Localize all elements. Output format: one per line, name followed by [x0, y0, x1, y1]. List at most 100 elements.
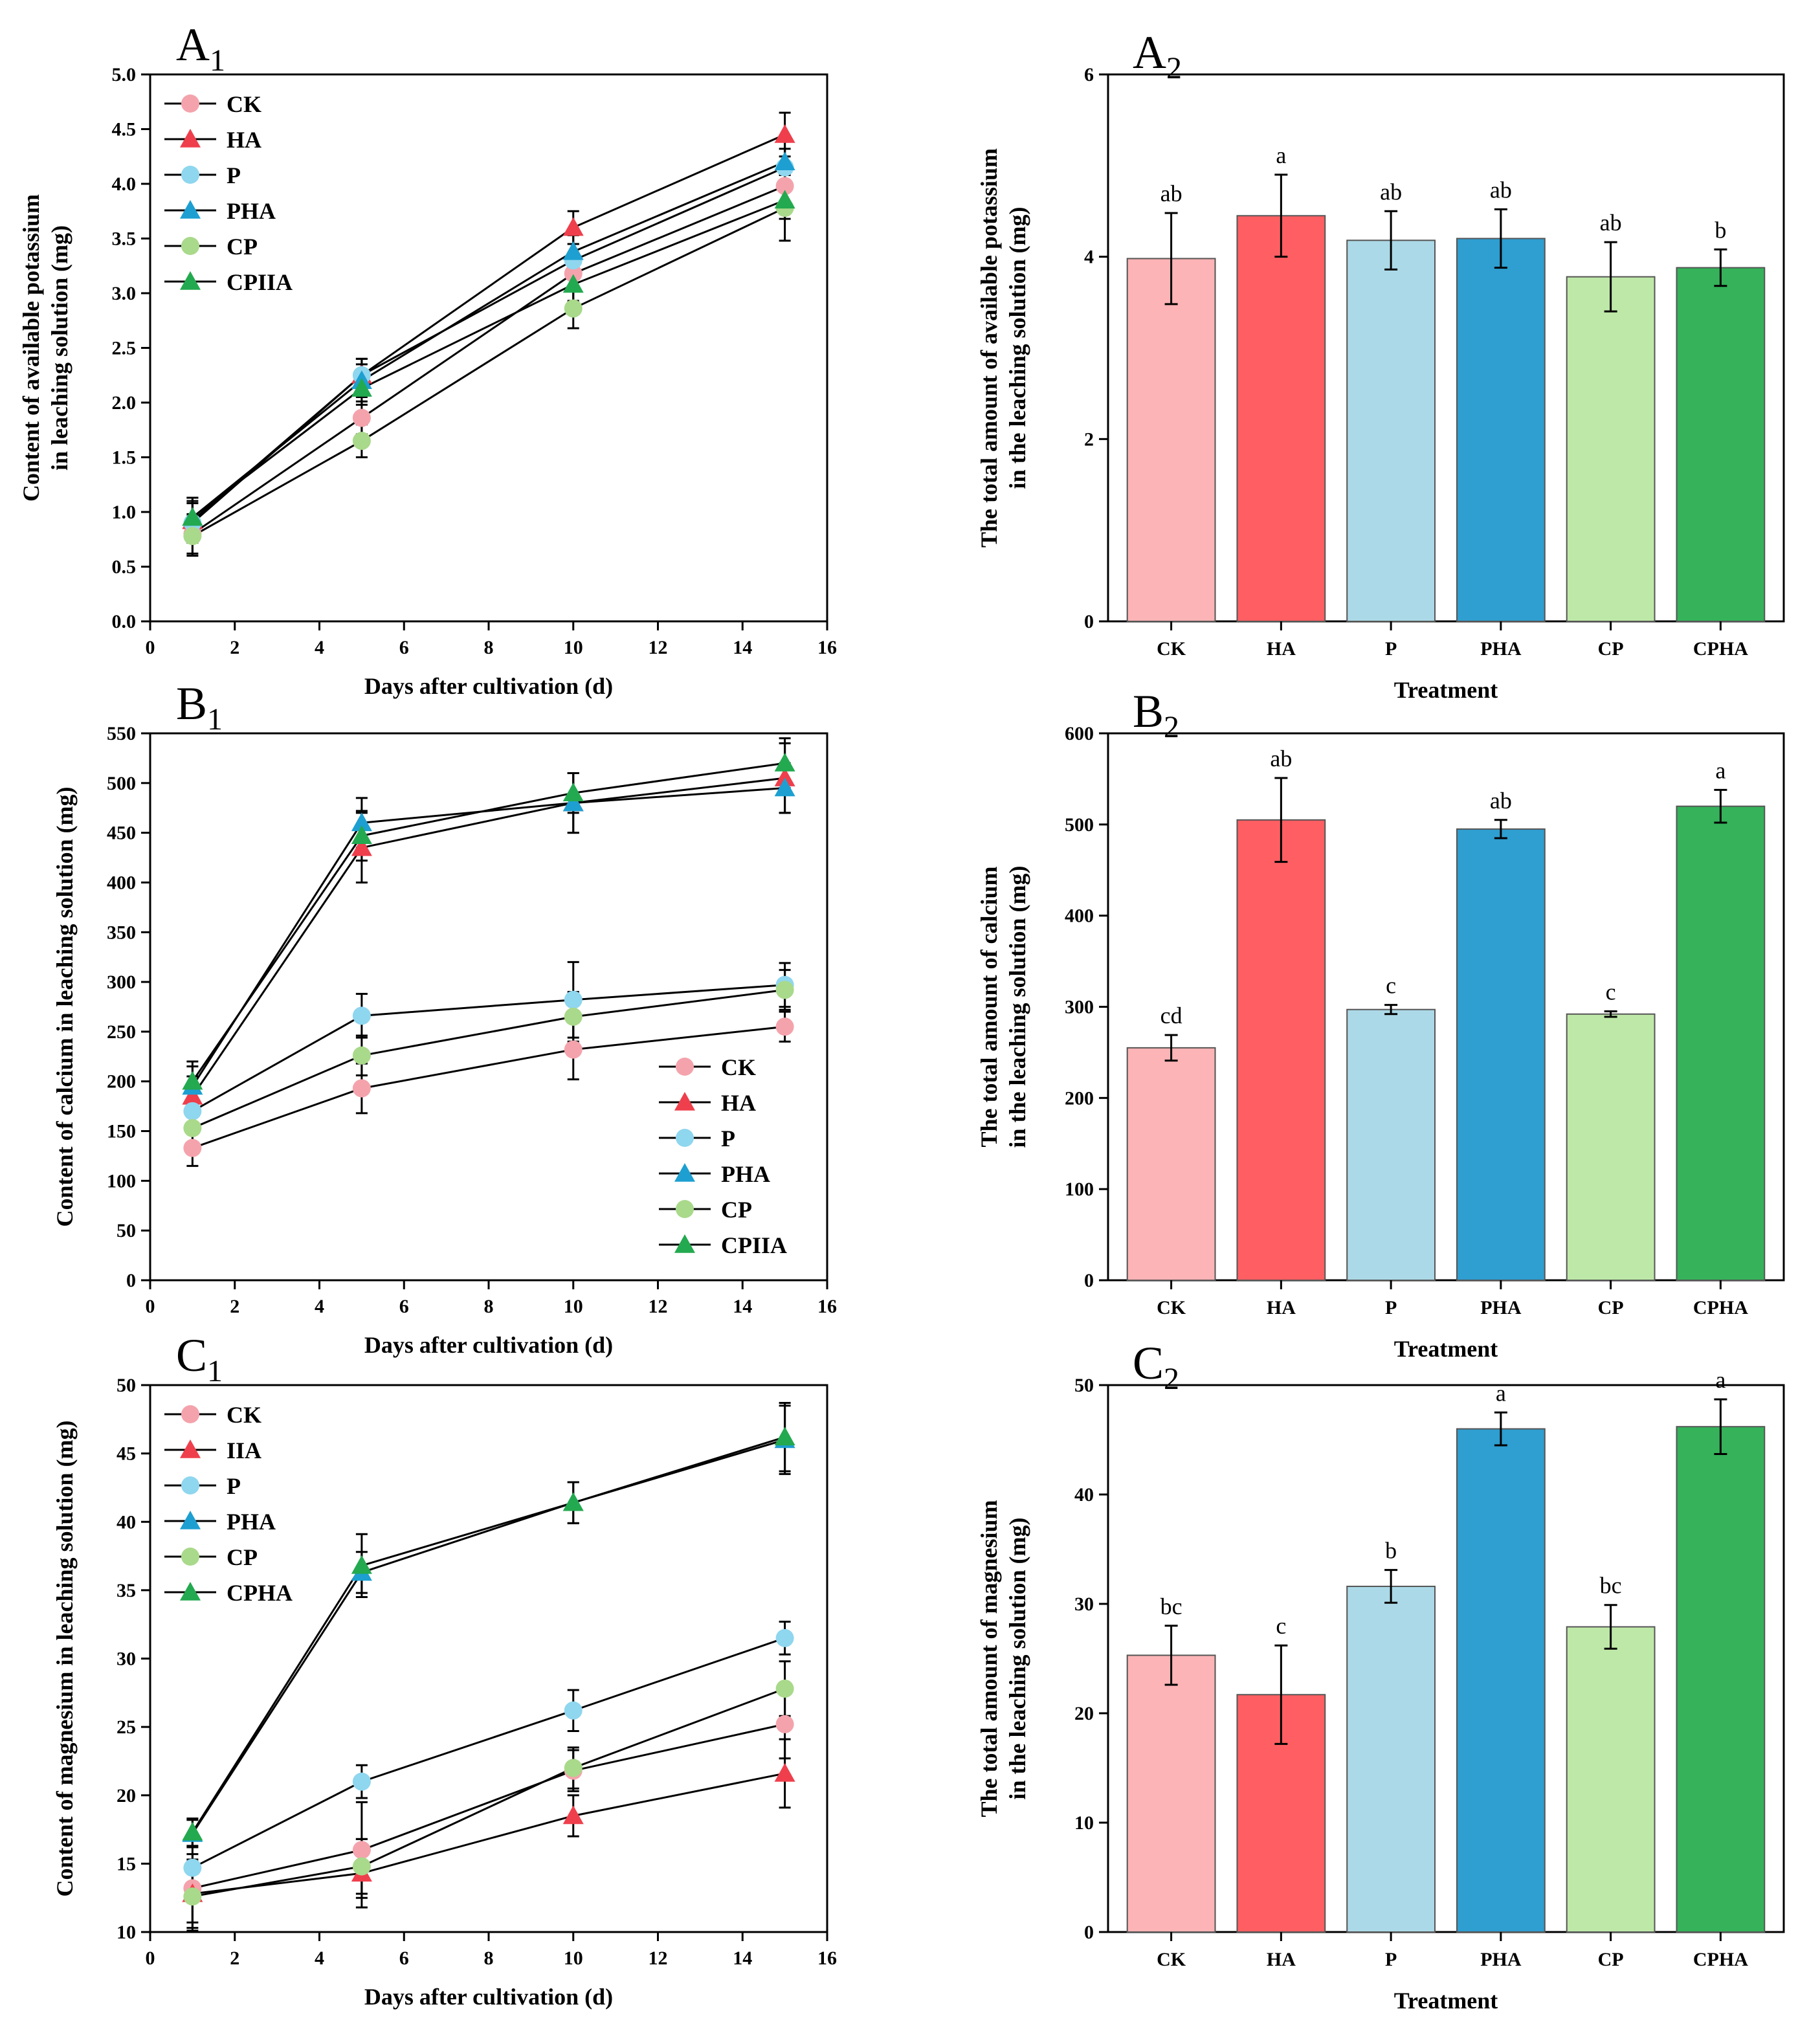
- x-tick-label: CP: [1598, 1949, 1624, 1970]
- y-tick-label: 300: [107, 972, 136, 993]
- legend-label: HA: [227, 127, 261, 153]
- y-tick-label: 2: [1084, 428, 1094, 450]
- data-point-CP: [352, 432, 371, 450]
- data-point-CP: [564, 1759, 583, 1777]
- x-tick-label: 8: [484, 1948, 494, 1969]
- data-point-CPHA: [774, 190, 795, 209]
- legend-label: CPIIA: [721, 1232, 787, 1258]
- y-tick-label: 50: [117, 1375, 136, 1396]
- error-bar-PHA: [1494, 208, 1507, 269]
- y-tick-label: 1.5: [112, 447, 137, 469]
- y-tick-label: 500: [107, 773, 136, 794]
- circle-marker-icon: [676, 1058, 694, 1076]
- legend-item-CPHA: CPIIA: [659, 1232, 787, 1258]
- y-tick-label: 400: [1065, 905, 1094, 927]
- legend-item-HA: IIA: [164, 1438, 261, 1463]
- y-tick-label: 600: [1065, 723, 1094, 744]
- y-tick-label: 250: [107, 1021, 136, 1043]
- x-tick-label: 4: [315, 1948, 324, 1969]
- bar-CK: [1126, 1047, 1216, 1281]
- data-point-CPHA: [351, 825, 372, 845]
- y-tick-label: 10: [1074, 1812, 1094, 1834]
- series-line-P: [192, 984, 785, 1113]
- significance-letter: a: [1715, 1367, 1726, 1393]
- panel-label: B2: [1133, 685, 1179, 744]
- error-bar-CP: [1604, 1604, 1617, 1650]
- panel-label: C1: [176, 1329, 223, 1388]
- x-axis-title: Treatment: [1394, 1988, 1498, 2014]
- legend: CK HA P PHA CP CPIIA: [659, 1054, 787, 1258]
- bar-CPHA: [1676, 805, 1766, 1281]
- significance-letter: bc: [1600, 1573, 1622, 1599]
- x-axis-title: Days after cultivation (d): [364, 1332, 613, 1358]
- error-bar-CPHA: [1714, 788, 1727, 824]
- y-tick-label: 40: [117, 1511, 136, 1533]
- significance-letter: bc: [1160, 1594, 1182, 1619]
- legend-label: PHA: [227, 198, 276, 224]
- circle-marker-icon: [181, 94, 199, 113]
- legend: CK HA P PHA CP CPIIA: [164, 91, 293, 295]
- triangle-marker-icon: [180, 1439, 201, 1458]
- significance-letter: c: [1276, 1613, 1286, 1639]
- x-tick-label: 12: [649, 637, 668, 658]
- data-point-P: [183, 1858, 202, 1877]
- y-tick-label: 0: [1084, 1922, 1094, 1943]
- data-point-HA: [351, 837, 372, 856]
- y-axis-title: Content of magnesium in leaching solutio…: [52, 1420, 78, 1896]
- significance-letter: a: [1496, 1380, 1506, 1406]
- x-tick-label: PHA: [1480, 638, 1522, 660]
- bar-HA: [1236, 215, 1326, 622]
- data-point-CPHA: [774, 753, 795, 772]
- y-tick-label: 300: [1065, 997, 1094, 1018]
- legend-label: PHA: [227, 1509, 276, 1535]
- data-point-P: [183, 1102, 202, 1120]
- y-axis-title: The total amount of calcium: [976, 867, 1002, 1148]
- panel-label: B1: [176, 678, 223, 737]
- legend-label: CK: [721, 1054, 756, 1080]
- legend-item-PHA: PHA: [659, 1161, 770, 1187]
- y-tick-label: 50: [1074, 1375, 1094, 1396]
- y-axis-title: in the leaching solution (mg): [1004, 865, 1030, 1148]
- series-line-PHA: [192, 787, 785, 1087]
- y-tick-label: 4: [1084, 247, 1094, 268]
- bar-P: [1346, 1008, 1436, 1281]
- data-point-PHA: [562, 241, 584, 260]
- x-tick-label: P: [1385, 1297, 1397, 1318]
- bar-HA: [1236, 819, 1326, 1281]
- x-tick-label: CK: [1157, 1949, 1186, 1970]
- plot-frame: [1107, 73, 1785, 623]
- data-point-CK: [352, 408, 371, 427]
- y-axis-title: Content of available potassium: [18, 194, 44, 502]
- circle-marker-icon: [181, 237, 199, 255]
- data-point-CK: [775, 1017, 794, 1036]
- legend-item-HA: HA: [164, 127, 261, 153]
- x-tick-label: P: [1385, 638, 1397, 660]
- data-point-CK: [564, 1040, 583, 1059]
- circle-marker-icon: [181, 1476, 199, 1494]
- series-line-HA: [192, 1772, 785, 1895]
- data-point-P: [352, 1006, 371, 1025]
- x-tick-label: 14: [733, 637, 752, 658]
- legend-item-PHA: PHA: [164, 198, 276, 224]
- y-tick-label: 1.0: [112, 502, 137, 523]
- bar-P: [1346, 239, 1436, 623]
- significance-letter: ab: [1490, 788, 1512, 814]
- significance-letter: ab: [1160, 181, 1182, 206]
- x-tick-label: 4: [315, 1296, 324, 1317]
- x-tick-label: HA: [1267, 1949, 1296, 1970]
- data-point-CK: [775, 1715, 794, 1733]
- data-point-CP: [775, 981, 794, 999]
- y-axis-title: in the leaching solution (mg): [1004, 1517, 1030, 1799]
- x-tick-label: HA: [1267, 1297, 1296, 1318]
- plot-frame: [149, 73, 828, 623]
- significance-letter: c: [1386, 973, 1396, 999]
- bar-CP: [1566, 1626, 1656, 1933]
- error-bar-CP: [1604, 241, 1617, 313]
- circle-marker-icon: [181, 1405, 199, 1423]
- data-point-CP: [352, 1046, 371, 1065]
- y-tick-label: 2.0: [112, 392, 137, 414]
- circle-marker-icon: [676, 1129, 694, 1147]
- y-axis-title: The total amount of magnesium: [976, 1500, 1002, 1817]
- data-point-CP: [564, 299, 583, 318]
- x-tick-label: PHA: [1480, 1297, 1522, 1318]
